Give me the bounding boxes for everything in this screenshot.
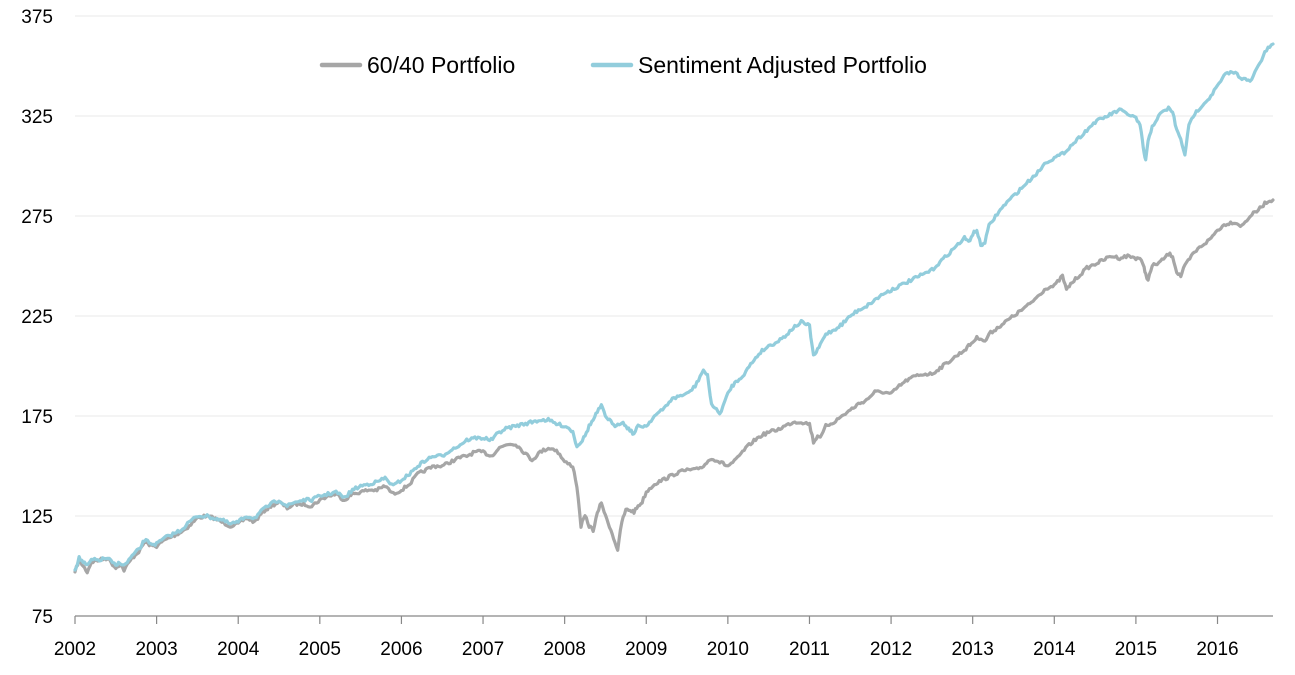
y-tick-label: 225 [21,307,53,328]
x-tick-label: 2007 [462,639,504,660]
x-tick-label: 2009 [625,639,667,660]
gridlines [75,15,1273,517]
legend-label: 60/40 Portfolio [367,52,515,78]
legend: 60/40 Portfolio Sentiment Adjusted Portfo… [319,52,927,78]
x-tick-label: 2002 [54,639,96,660]
y-tick-label: 375 [21,7,53,28]
y-tick-label: 75 [32,607,53,628]
x-tick-label: 2005 [299,639,341,660]
x-tick-label: 2006 [380,639,422,660]
x-tick-label: 2015 [1115,639,1157,660]
series-lines [73,42,1275,575]
x-tick-label: 2008 [544,639,586,660]
y-axis: 75 125 175 225 275 325 375 [21,7,53,628]
x-axis: 2002 2003 2004 2005 2006 2007 2008 2009 2010 2011… [54,615,1273,660]
x-tick-label: 2004 [217,639,260,660]
x-tick-label: 2003 [135,639,177,660]
series-line-60-40-portfolio [73,198,1275,575]
series-line-sentiment-adjusted-portfolio [73,42,1275,572]
x-tick-label: 2011 [789,639,830,660]
x-tick-label: 2014 [1033,639,1076,660]
x-tick-label: 2010 [707,639,749,660]
x-tick-label: 2016 [1196,639,1238,660]
x-tick-label: 2013 [952,639,994,660]
legend-label: Sentiment Adjusted Portfolio [638,52,927,78]
y-tick-label: 325 [21,107,53,128]
x-tick-label: 2012 [870,639,912,660]
y-tick-label: 175 [21,407,53,428]
y-tick-label: 125 [21,507,53,528]
y-tick-label: 275 [21,207,53,228]
